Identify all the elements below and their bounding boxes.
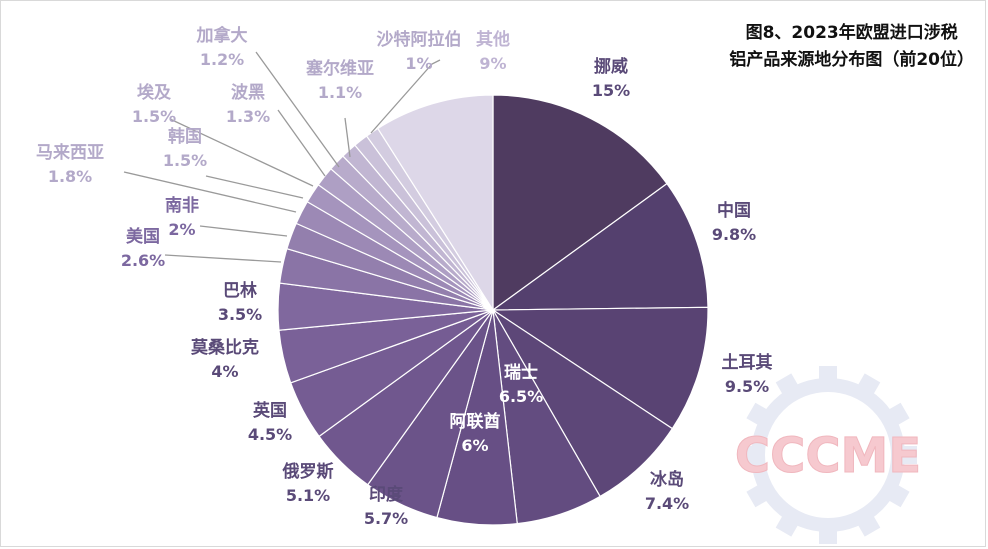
slice-value-label: 6.5% <box>499 387 543 406</box>
slice-value-label: 4% <box>211 362 238 381</box>
slice-value-label: 2.6% <box>121 251 165 270</box>
cccme-watermark-text: CCCME <box>735 428 921 484</box>
slice-name-label: 波黑 <box>231 82 265 103</box>
slice-value-label: 4.5% <box>248 425 292 444</box>
slice-value-label: 1% <box>405 54 432 73</box>
slice-name-label: 埃及 <box>137 82 172 103</box>
slice-name-label: 俄罗斯 <box>282 461 334 482</box>
slice-value-label: 1.1% <box>318 83 362 102</box>
slice-name-label: 英国 <box>253 400 287 421</box>
slice-name-label: 冰岛 <box>650 469 684 490</box>
leader-lines <box>123 51 441 263</box>
leader-line <box>123 171 297 213</box>
slice-value-label: 9.8% <box>712 225 756 244</box>
leader-line <box>277 109 326 177</box>
cccme-watermark: CCCME <box>734 366 922 544</box>
leader-line <box>199 225 288 237</box>
slice-value-label: 1.5% <box>163 151 207 170</box>
slice-name-label: 莫桑比克 <box>190 337 259 358</box>
slice-value-label: 3.5% <box>218 305 262 324</box>
leader-line <box>205 175 304 199</box>
slice-value-label: 1.5% <box>132 107 176 126</box>
pie-slice <box>491 306 709 430</box>
slice-name-label: 巴林 <box>223 280 257 301</box>
pie-slice <box>376 94 494 313</box>
slice-name-label: 沙特阿拉伯 <box>377 29 462 50</box>
slice-name-label: 马来西亚 <box>36 142 104 163</box>
slice-name-label: 土耳其 <box>722 352 773 373</box>
slice-value-label: 9.5% <box>725 377 769 396</box>
leader-line <box>344 117 351 158</box>
slice-name-label: 挪威 <box>594 56 628 77</box>
data-labels: 挪威 15% 中国 9.8% 土耳其 9.5% 冰岛 7.4% 瑞士 6.5% 阿联酋 6% 印度 5.7… <box>36 25 773 528</box>
slice-value-label: 7.4% <box>645 494 689 513</box>
slice-name-label: 加拿大 <box>196 25 248 46</box>
slice-name-label: 中国 <box>717 200 751 221</box>
slice-name-label: 南非 <box>165 195 199 216</box>
pie-slice <box>492 309 674 498</box>
slice-name-label: 韩国 <box>168 126 202 147</box>
slice-value-label: 1.2% <box>200 50 244 69</box>
slice-value-label: 6% <box>461 436 488 455</box>
slice-name-label: 印度 <box>369 484 404 505</box>
leader-line <box>255 51 340 168</box>
slice-value-label: 5.1% <box>286 486 330 505</box>
slice-name-label: 美国 <box>126 226 160 247</box>
slice-name-label: 瑞士 <box>504 362 538 383</box>
chart-title-line-2: 铝产品来源地分布图（前20位） <box>729 50 974 70</box>
pie-slice <box>492 94 668 312</box>
slice-name-label: 塞尔维亚 <box>306 58 374 79</box>
chart-title: 图8、2023年欧盟进口涉税 铝产品来源地分布图（前20位） <box>729 20 974 74</box>
slice-name-label: 其他 <box>476 29 510 50</box>
slice-value-label: 1.8% <box>48 167 92 186</box>
slice-value-label: 5.7% <box>364 509 408 528</box>
gear-watermark-icon <box>739 366 917 544</box>
slice-value-label: 1.3% <box>226 107 270 126</box>
slice-name-label: 阿联酋 <box>450 411 501 432</box>
slice-value-label: 2% <box>168 220 195 239</box>
leader-line <box>370 59 441 134</box>
leader-line <box>169 118 314 187</box>
slice-value-label: 9% <box>479 54 506 73</box>
pie-slice <box>491 182 709 311</box>
slice-value-label: 15% <box>592 81 630 100</box>
leader-line <box>164 254 282 263</box>
chart-title-line-1: 图8、2023年欧盟进口涉税 <box>745 23 958 43</box>
pie-slices <box>277 94 709 526</box>
